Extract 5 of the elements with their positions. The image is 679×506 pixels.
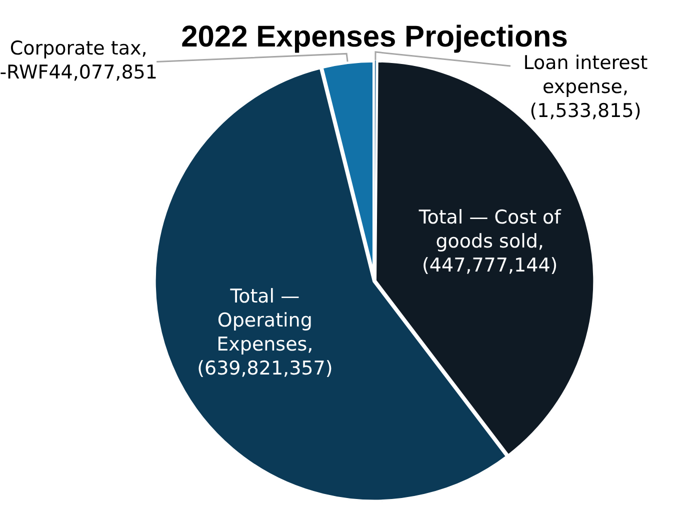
chart-title: 2022 Expenses Projections	[181, 20, 568, 54]
slice-label: Total — Operating Expenses, (639,821,357)	[197, 286, 333, 380]
slice-label: Loan interest expense, (1,533,815)	[523, 52, 648, 122]
slice-label: Total — Cost of goods sold, (447,777,144)	[418, 206, 562, 277]
slice-label: Corporate tax, -RWF44,077,851	[0, 38, 158, 84]
